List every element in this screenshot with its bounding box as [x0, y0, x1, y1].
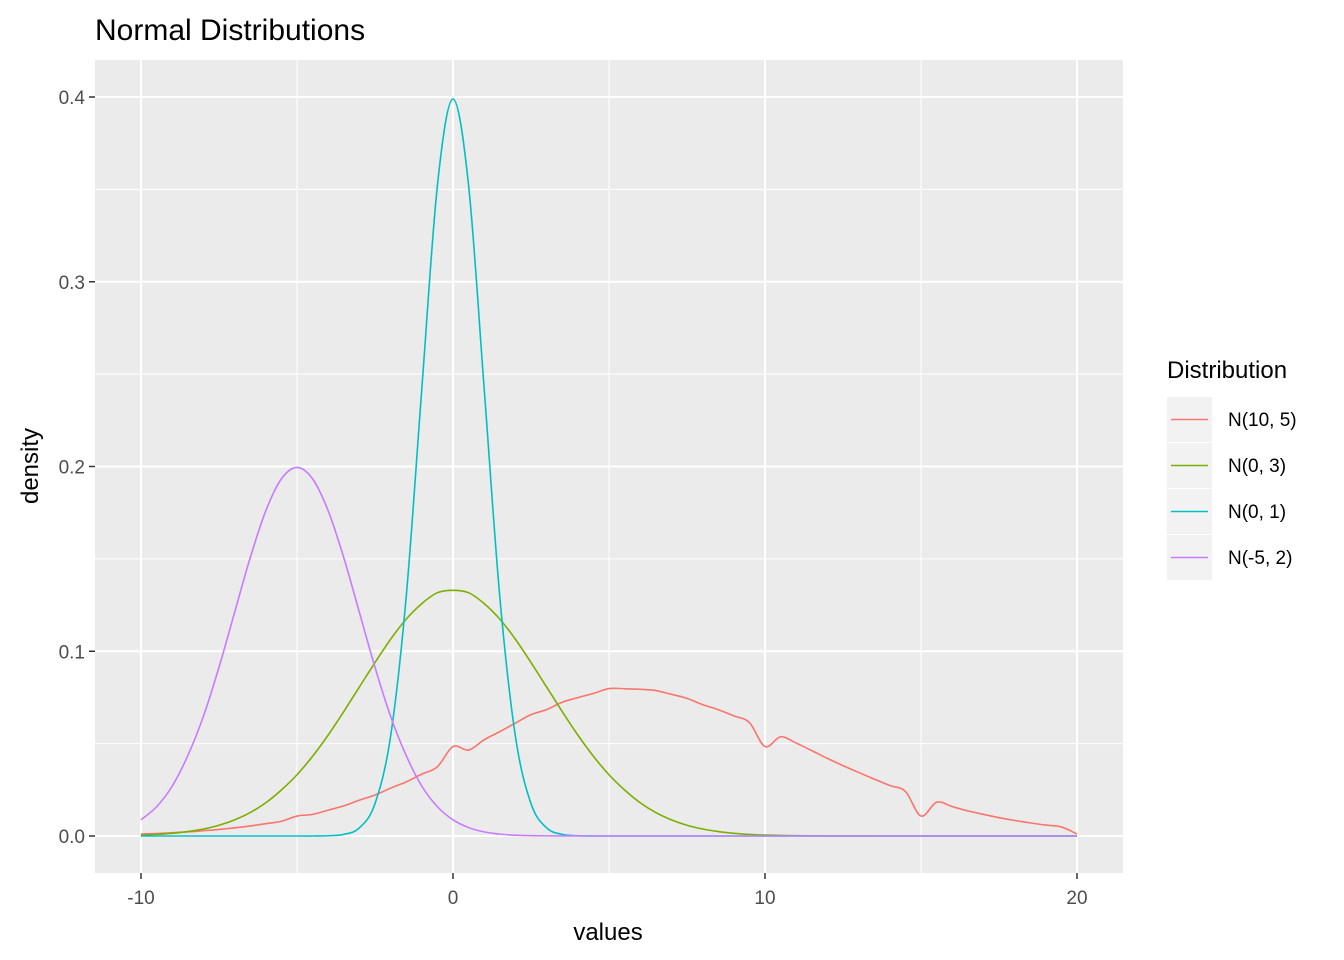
y-tick-label: 0.2 [59, 458, 85, 479]
legend-label: N(0, 3) [1228, 456, 1286, 477]
legend-label: N(-5, 2) [1228, 548, 1292, 569]
y-tick-label: 0.4 [59, 88, 86, 109]
y-axis: 0.0 0.1 0.2 0.3 0.4 [59, 88, 95, 848]
y-axis-title: density [17, 428, 44, 504]
x-tick-label: 20 [1066, 888, 1087, 909]
plot-panel [95, 60, 1123, 873]
legend-title: Distribution [1167, 357, 1287, 384]
series-line-1 [140, 687, 1078, 835]
x-tick-label: -10 [127, 888, 154, 909]
legend: Distribution N(10, 5) N(0, 3) N(0, 1) N(-5,… [1167, 357, 1297, 580]
legend-label: N(10, 5) [1228, 410, 1297, 431]
legend-label: N(0, 1) [1228, 502, 1286, 523]
x-tick-label: 10 [754, 888, 775, 909]
x-axis: -10 0 10 20 [127, 873, 1088, 909]
series-line-4 [140, 466, 1077, 837]
x-tick-label: 0 [448, 888, 459, 909]
y-tick-label: 0.1 [59, 642, 85, 663]
y-tick-label: 0.0 [59, 827, 85, 848]
x-axis-title: values [573, 919, 642, 946]
chart-title: Normal Distributions [95, 14, 365, 47]
y-tick-label: 0.3 [59, 273, 85, 294]
series-layer [140, 98, 1078, 837]
